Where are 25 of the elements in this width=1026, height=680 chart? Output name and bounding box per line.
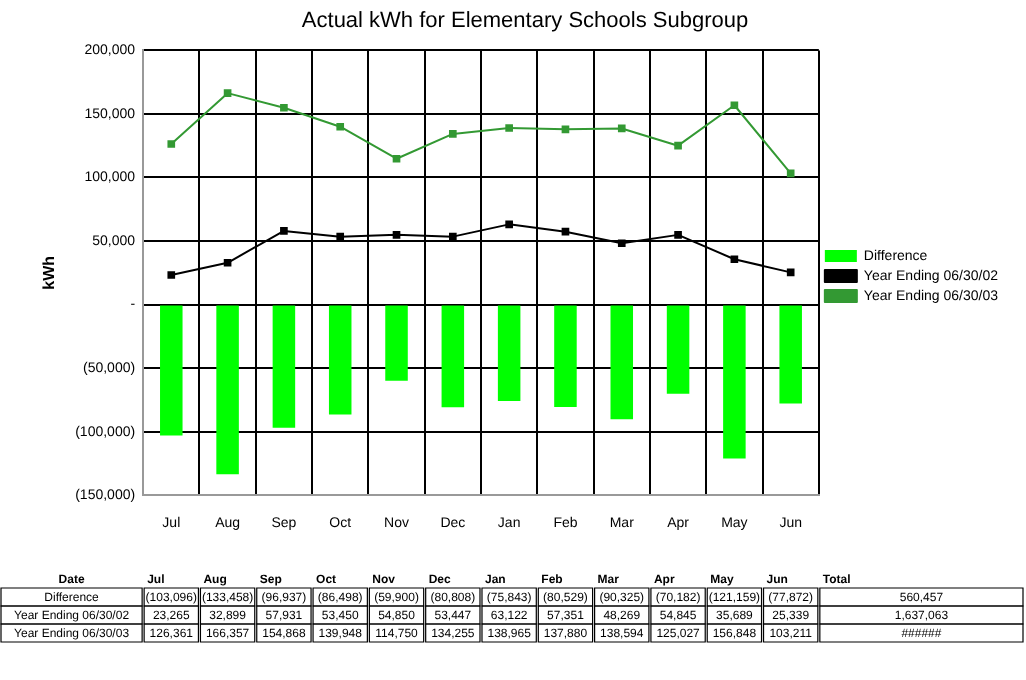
point <box>280 103 288 112</box>
point <box>223 89 232 97</box>
point <box>392 154 401 163</box>
point <box>223 258 232 267</box>
point <box>505 124 513 132</box>
point <box>674 231 682 239</box>
y-axis-title: kWh <box>40 255 59 290</box>
point <box>449 232 457 241</box>
point <box>336 232 345 241</box>
point <box>617 124 626 133</box>
point <box>786 268 795 277</box>
point <box>561 227 570 236</box>
point <box>167 271 176 279</box>
point <box>449 130 457 138</box>
point <box>617 239 626 248</box>
point <box>280 227 288 235</box>
point <box>674 141 682 150</box>
point <box>730 255 739 264</box>
point <box>392 231 401 239</box>
point <box>336 122 345 131</box>
point <box>167 140 176 148</box>
chart-title: Actual kWh for Elementary Schools Subgroup <box>301 9 749 34</box>
point <box>730 101 739 110</box>
point <box>505 220 513 229</box>
point <box>786 169 795 178</box>
